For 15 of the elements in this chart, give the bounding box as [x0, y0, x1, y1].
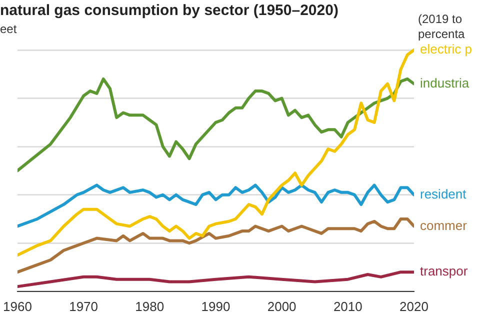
series-label: resident	[420, 186, 467, 202]
x-tick-label: 2020	[400, 298, 428, 314]
x-tick-label: 2010	[333, 298, 362, 314]
series-label: transpor	[420, 264, 468, 279]
x-tick-label: 1990	[201, 298, 230, 314]
x-tick-label: 2000	[267, 298, 296, 314]
x-tick-label: 1980	[135, 298, 164, 314]
text: (2019 to percenta	[418, 12, 466, 42]
series-label: commer	[420, 218, 468, 233]
chart-title: natural gas consumption by sector (1950–2020)	[0, 2, 338, 19]
x-tick-label: 1970	[69, 298, 98, 314]
series-label: electric p	[420, 42, 472, 57]
series-label: industria	[420, 75, 470, 90]
x-tick-label: 1960	[3, 298, 32, 314]
chart-subtitle: eet	[0, 22, 17, 36]
